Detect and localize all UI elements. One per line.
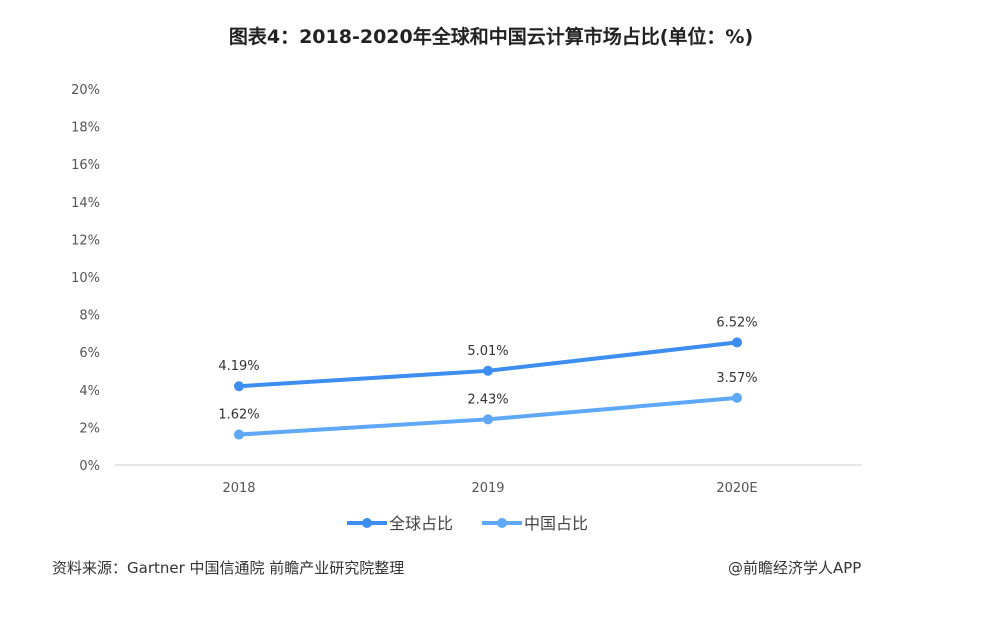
y-tick-label: 10%: [71, 271, 100, 286]
y-tick-label: 6%: [79, 346, 100, 361]
y-tick-label: 8%: [79, 309, 100, 324]
data-point: [234, 381, 244, 392]
data-point: [732, 392, 742, 403]
source-note: 资料来源：Gartner 中国信通院 前瞻产业研究院整理: [52, 559, 405, 577]
legend-marker: [362, 518, 372, 528]
data-point: [483, 414, 493, 425]
legend-label: 全球占比: [389, 514, 453, 533]
legend-marker: [497, 518, 507, 528]
x-tick-label: 2020E: [716, 481, 757, 496]
y-tick-label: 14%: [71, 196, 100, 211]
data-point: [234, 429, 244, 440]
chart-title: 图表4：2018-2020年全球和中国云计算市场占比(单位：%): [228, 26, 754, 48]
data-label: 2.43%: [467, 392, 508, 407]
y-tick-label: 2%: [79, 421, 100, 436]
y-tick-label: 4%: [79, 384, 100, 399]
x-tick-label: 2019: [471, 481, 504, 496]
data-point: [483, 365, 493, 376]
data-point: [732, 337, 742, 348]
data-label: 1.62%: [218, 408, 259, 423]
y-tick-label: 0%: [79, 459, 100, 474]
x-tick-label: 2018: [222, 481, 255, 496]
y-tick-label: 12%: [71, 233, 100, 248]
app-credit: @前瞻经济学人APP: [728, 559, 862, 577]
y-tick-label: 18%: [71, 121, 100, 136]
data-label: 3.57%: [716, 371, 757, 386]
y-tick-label: 16%: [71, 158, 100, 173]
data-label: 5.01%: [467, 344, 508, 359]
data-label: 6.52%: [716, 315, 757, 330]
legend-label: 中国占比: [524, 514, 588, 533]
data-label: 4.19%: [218, 359, 259, 374]
y-tick-label: 20%: [71, 83, 100, 98]
